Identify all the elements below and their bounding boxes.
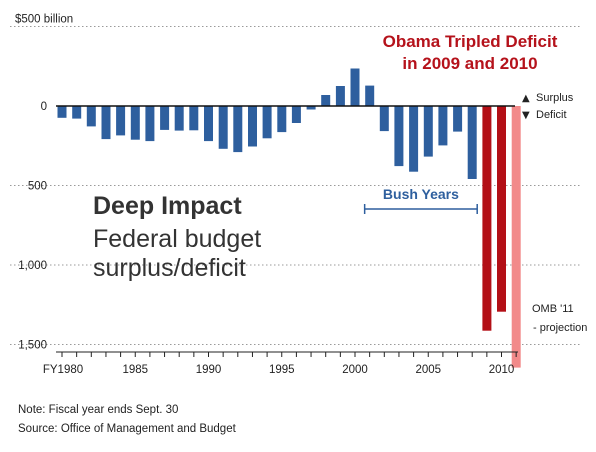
bar-1984 xyxy=(116,106,126,136)
y-tick-label: $500 billion xyxy=(15,14,73,26)
bar-1992 xyxy=(233,106,243,153)
bar-1990 xyxy=(204,106,213,142)
bar-1986 xyxy=(145,106,155,142)
bar-2010 xyxy=(497,106,506,312)
chart-title: Deep Impact Federal budget surplus/defic… xyxy=(93,192,261,283)
bar-1985 xyxy=(130,106,140,140)
bars xyxy=(57,68,521,368)
headline-line2: in 2009 and 2010 xyxy=(402,54,538,73)
bar-1981 xyxy=(72,106,82,119)
bar-1989 xyxy=(189,106,199,131)
bar-1987 xyxy=(160,106,170,130)
annotations: ▲ Surplus ▼ Deficit Bush Years OMB '11 - proje… xyxy=(363,92,587,334)
bar-1999 xyxy=(335,86,345,106)
bar-2001 xyxy=(365,85,375,106)
note-source: Source: Office of Management and Budget xyxy=(18,423,236,435)
bar-1998 xyxy=(321,95,331,106)
bar-2005 xyxy=(423,106,433,157)
axes xyxy=(56,105,518,357)
x-tick-labels: FY1980 1985 1990 1995 2000 2005 2010 xyxy=(43,364,514,376)
headline-line1: Obama Tripled Deficit xyxy=(382,32,558,51)
note-fiscal-year: Note: Fiscal year ends Sept. 30 xyxy=(18,404,179,416)
omb-label: OMB '11 xyxy=(532,303,574,315)
bush-years-label: Bush Years xyxy=(383,186,459,202)
deficit-triangle-icon: ▼ xyxy=(522,110,530,121)
legend-deficit-label: Deficit xyxy=(536,109,567,121)
footnotes: Note: Fiscal year ends Sept. 30 Source: … xyxy=(18,401,236,439)
x-tick-label: 2010 xyxy=(489,364,515,376)
x-tick-label: 2000 xyxy=(342,364,368,376)
bar-2000 xyxy=(350,68,360,106)
bar-1982 xyxy=(86,106,96,127)
omb-projection-note: - projection xyxy=(533,322,587,334)
title-sub-line2: surplus/deficit xyxy=(93,254,246,282)
title-main: Deep Impact xyxy=(93,192,242,220)
title-sub-line1: Federal budget xyxy=(93,225,262,253)
bar-2004 xyxy=(409,106,419,172)
x-tick-label: FY1980 xyxy=(43,364,83,376)
bar-1993 xyxy=(248,106,257,147)
y-tick-label: 1,000 xyxy=(18,260,47,272)
x-tick-label: 1985 xyxy=(122,364,148,376)
bar-2008 xyxy=(467,106,477,179)
bar-2009 xyxy=(482,106,492,331)
bar-2003 xyxy=(394,106,404,167)
y-tick-label: 500 xyxy=(28,181,47,193)
surplus-triangle-icon: ▲ xyxy=(522,93,530,104)
x-tick-label: 1990 xyxy=(196,364,222,376)
bar-1994 xyxy=(262,106,272,139)
y-tick-label: 0 xyxy=(41,101,47,113)
legend-surplus-label: Surplus xyxy=(536,92,574,104)
bar-1995 xyxy=(277,106,287,133)
bar-1991 xyxy=(218,106,228,149)
bar-1997 xyxy=(306,106,316,110)
bar-2007 xyxy=(453,106,463,132)
y-tick-label: 1,500 xyxy=(18,340,47,352)
bar-2002 xyxy=(379,106,389,132)
bar-1988 xyxy=(174,106,184,131)
bar-1996 xyxy=(291,106,301,123)
y-tick-labels: $500 billion 0 500 1,000 1,500 xyxy=(15,14,73,352)
x-tick-label: 2005 xyxy=(415,364,441,376)
bar-2006 xyxy=(438,106,448,146)
headline: Obama Tripled Deficit in 2009 and 2010 xyxy=(372,31,568,75)
bar-1980 xyxy=(57,106,67,118)
bar-1983 xyxy=(101,106,111,140)
x-tick-label: 1995 xyxy=(269,364,295,376)
bar-2011 xyxy=(511,106,521,368)
